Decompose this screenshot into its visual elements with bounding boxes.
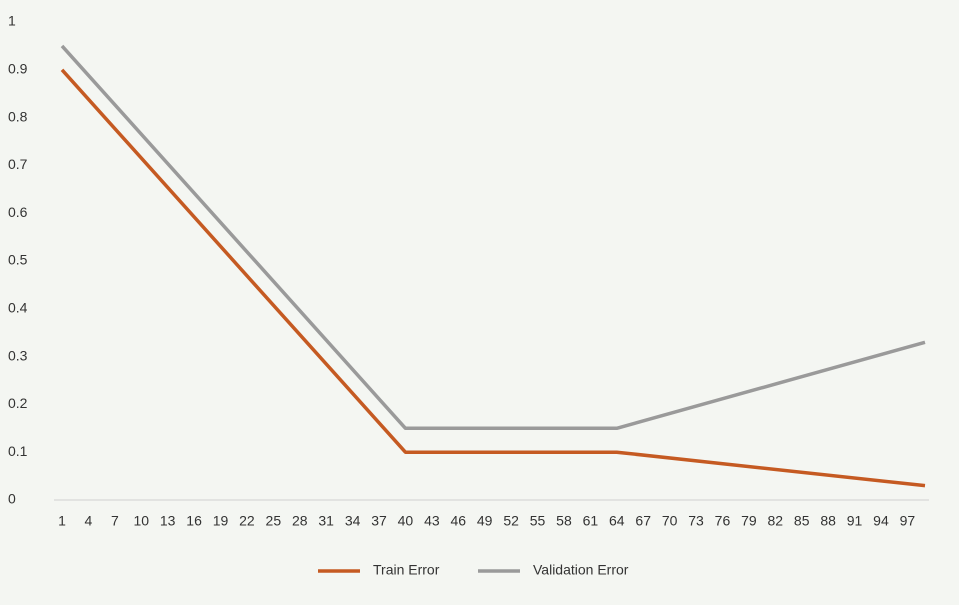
x-tick-label: 61	[583, 513, 599, 529]
x-tick-label: 25	[266, 513, 282, 529]
x-tick-label: 97	[900, 513, 916, 529]
x-tick-label: 49	[477, 513, 493, 529]
legend-label: Validation Error	[533, 562, 629, 578]
y-tick-label: 0.3	[8, 347, 28, 363]
x-tick-label: 73	[688, 513, 704, 529]
x-tick-label: 91	[847, 513, 863, 529]
x-tick-label: 46	[450, 513, 466, 529]
x-tick-label: 58	[556, 513, 572, 529]
x-tick-label: 22	[239, 513, 255, 529]
x-tick-label: 16	[186, 513, 202, 529]
x-tick-label: 4	[85, 513, 93, 529]
y-tick-label: 0.8	[8, 108, 28, 124]
y-tick-label: 0	[8, 491, 16, 507]
y-tick-label: 0.6	[8, 204, 28, 220]
x-tick-label: 37	[371, 513, 387, 529]
x-tick-label: 67	[635, 513, 651, 529]
x-tick-label: 64	[609, 513, 625, 529]
data-line	[60, 44, 926, 431]
data-line	[60, 68, 926, 488]
x-tick-label: 13	[160, 513, 176, 529]
x-tick-label: 1	[58, 513, 66, 529]
x-tick-label: 28	[292, 513, 308, 529]
x-tick-label: 85	[794, 513, 810, 529]
y-tick-label: 0.4	[8, 300, 28, 316]
legend-label: Train Error	[373, 562, 440, 578]
x-tick-label: 43	[424, 513, 440, 529]
y-tick-label: 0.1	[8, 443, 28, 459]
x-tick-label: 70	[662, 513, 678, 529]
x-tick-label: 19	[213, 513, 229, 529]
y-tick-label: 0.5	[8, 252, 28, 268]
y-tick-label: 0.2	[8, 395, 28, 411]
x-tick-label: 55	[530, 513, 546, 529]
y-tick-label: 0.9	[8, 61, 28, 77]
x-tick-label: 10	[133, 513, 149, 529]
x-tick-label: 34	[345, 513, 361, 529]
y-tick-label: 1	[8, 13, 16, 29]
x-tick-label: 31	[318, 513, 334, 529]
x-tick-label: 79	[741, 513, 757, 529]
x-tick-label: 40	[398, 513, 414, 529]
x-tick-label: 88	[820, 513, 836, 529]
x-tick-label: 94	[873, 513, 889, 529]
y-tick-label: 0.7	[8, 156, 28, 172]
x-tick-label: 82	[768, 513, 784, 529]
x-tick-label: 7	[111, 513, 119, 529]
x-tick-label: 76	[715, 513, 731, 529]
x-tick-label: 52	[503, 513, 519, 529]
